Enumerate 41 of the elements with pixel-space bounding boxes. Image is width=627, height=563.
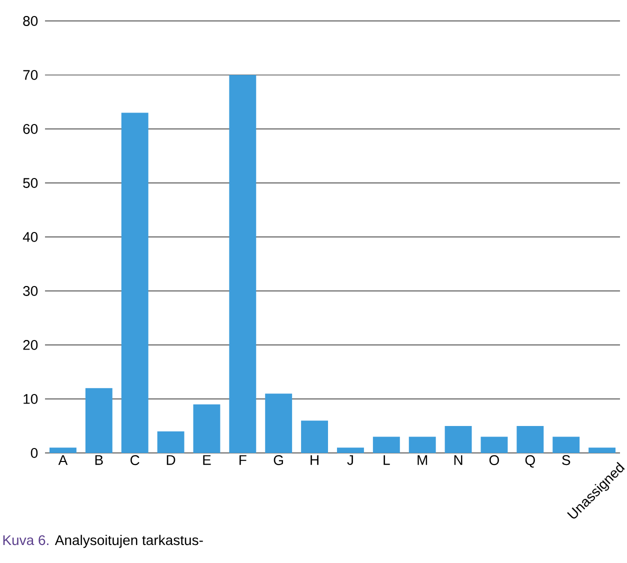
x-tick-label: A: [58, 455, 68, 465]
bar: [229, 74, 256, 453]
bar: [193, 404, 220, 453]
y-tick-label: 70: [23, 70, 38, 80]
x-tick-label: C: [130, 455, 140, 466]
x-tick-label: Q: [525, 455, 535, 468]
x-tick-label: B: [95, 455, 103, 465]
x-tick-label: D: [166, 455, 176, 465]
bar: [157, 431, 184, 453]
bar: [588, 448, 616, 453]
x-tick-label: M: [418, 455, 428, 465]
y-tick-label: 0: [30, 448, 38, 458]
text: Kuva 6.: [3, 535, 48, 546]
bar: [85, 388, 112, 453]
bar: [516, 426, 544, 453]
bar: [337, 448, 364, 453]
bar: [552, 436, 580, 453]
x-tick-label: E: [203, 455, 211, 465]
text: Analysoitujen tarkastus-: [54, 534, 203, 548]
x-tick-label: F: [240, 455, 246, 465]
bar: [265, 394, 292, 453]
bar: [480, 436, 508, 453]
y-tick-label: 50: [23, 178, 38, 188]
x-tick-label: O: [489, 455, 499, 466]
x-tick-label: L: [384, 455, 390, 465]
x-tick-label: H: [310, 455, 318, 465]
bar: [444, 426, 472, 453]
x-tick-label: G: [274, 455, 283, 466]
y-tick-label: 30: [23, 286, 38, 296]
bar: [372, 436, 400, 453]
x-tick-label: N: [454, 455, 462, 465]
y-tick-label: 10: [24, 394, 38, 404]
x-tick-label: J: [347, 455, 353, 465]
y-tick-label: 80: [23, 16, 38, 26]
bar: [50, 448, 76, 453]
bar: [301, 420, 328, 453]
y-tick-label: 40: [22, 232, 38, 242]
y-tick-label: 60: [23, 124, 38, 134]
bar: [121, 112, 148, 453]
y-tick-label: 20: [23, 340, 38, 350]
bar: [408, 436, 436, 453]
